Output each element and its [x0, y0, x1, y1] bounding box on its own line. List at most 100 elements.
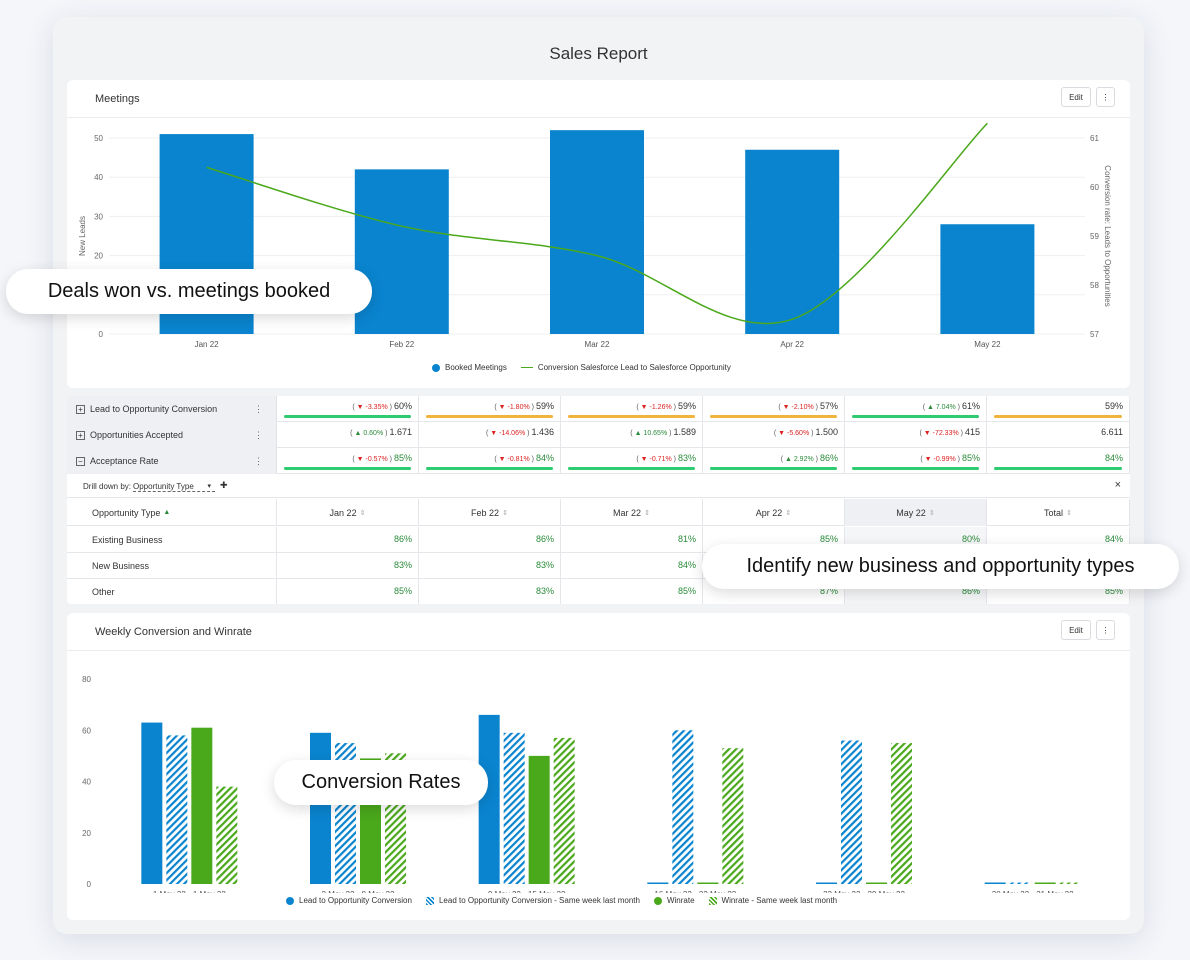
arrow-down-icon: ▼ -5.60% — [778, 430, 810, 437]
table-header-row: Opportunity Type ▲ Jan 22 ⇕ Feb 22 ⇕ Mar 22 ⇕ Ap… — [67, 499, 1130, 526]
chevron-down-icon: ▾ — [207, 483, 211, 490]
table-cell: 86% — [419, 527, 561, 553]
table-cell: 83% — [419, 553, 561, 579]
change-indicator: ( ▼ -1.80% ) — [494, 404, 534, 411]
metric-name-cell[interactable]: − Acceptance Rate ⋮ — [67, 448, 277, 474]
weekly-title: Weekly Conversion and Winrate — [95, 626, 252, 638]
metric-cell: ( ▲ 10.65% ) 1.589 — [561, 422, 703, 448]
arrow-up-icon: ▲ 10.65% — [634, 430, 668, 437]
close-icon[interactable]: × — [1114, 479, 1121, 491]
status-bar — [568, 415, 695, 418]
table-cell: 85% — [703, 527, 845, 553]
value-text: 85% — [393, 453, 412, 463]
metric-row: + Opportunities Accepted ⋮ ( ▲ 0.60% ) 1.671… — [67, 422, 1130, 448]
legend-winrate-last-month[interactable]: Winrate - Same week last month — [708, 896, 837, 905]
more-vertical-icon[interactable]: ⋮ — [254, 456, 263, 466]
meetings-more-button[interactable]: ⋮ — [1096, 87, 1115, 107]
column-header-opportunity-type[interactable]: Opportunity Type ▲ — [67, 499, 277, 526]
cell-value: 85% — [677, 586, 696, 596]
meetings-edit-button[interactable]: Edit — [1061, 87, 1091, 107]
more-vertical-icon[interactable]: ⋮ — [254, 404, 263, 414]
metric-cell: 6.611 — [987, 422, 1130, 448]
value-text: 84% — [535, 453, 554, 463]
meetings-card: Meetings Edit ⋮ 010203040505758596061New… — [67, 80, 1130, 388]
y-tick-label: 30 — [94, 212, 103, 221]
weekly-edit-button[interactable]: Edit — [1061, 620, 1091, 640]
x-tick-label: 23 May 22 - 29 May 22 — [823, 890, 905, 893]
bar-series-3 — [1034, 882, 1056, 884]
sort-icon: ⇕ — [928, 509, 935, 517]
metric-value: ( ▼ -5.60% ) 1.500 — [774, 427, 838, 437]
legend-label: Conversion Salesforce Lead to Salesforce… — [537, 363, 731, 372]
cell-value: 84% — [1104, 534, 1123, 544]
bar-series-4 — [891, 743, 912, 884]
arrow-down-icon: ▼ -72.33% — [923, 430, 959, 437]
legend-lead-conversion-last-month[interactable]: Lead to Opportunity Conversion - Same we… — [425, 896, 640, 905]
cell-value: 86% — [393, 534, 412, 544]
metric-cell: ( ▲ 0.60% ) 1.671 — [277, 422, 419, 448]
column-header-label: Feb 22 — [471, 507, 500, 518]
bar-series-3 — [697, 882, 719, 884]
row-label: New Business — [67, 553, 277, 579]
y-tick-label: 20 — [82, 829, 91, 838]
bar-series-1 — [984, 882, 1006, 884]
metric-name-cell[interactable]: + Opportunities Accepted ⋮ — [67, 422, 277, 448]
change-indicator: ( ▼ -0.81% ) — [494, 456, 534, 463]
arrow-down-icon: ▼ -2.10% — [782, 404, 814, 411]
expand-icon[interactable]: + — [76, 430, 85, 440]
cell-value: 83% — [393, 560, 412, 570]
bar-series-3 — [528, 755, 550, 884]
sort-asc-icon: ▲ — [163, 509, 171, 516]
legend-dot-icon — [286, 896, 294, 905]
status-bar — [284, 415, 411, 418]
metric-name-cell[interactable]: + Lead to Opportunity Conversion ⋮ — [67, 396, 277, 422]
legend-winrate[interactable]: Winrate — [653, 896, 695, 905]
expand-icon[interactable]: + — [76, 404, 85, 414]
table-cell: 85% — [987, 579, 1130, 604]
legend-lead-conversion[interactable]: Lead to Opportunity Conversion — [286, 896, 412, 905]
column-header[interactable]: Jan 22 ⇕ — [277, 499, 419, 526]
collapse-icon[interactable]: − — [76, 456, 85, 466]
legend-conversion-line[interactable]: Conversion Salesforce Lead to Salesforce… — [520, 363, 731, 372]
y-tick-label: 20 — [94, 252, 103, 261]
sort-icon: ⇕ — [644, 509, 650, 517]
metric-name: Acceptance Rate — [90, 456, 159, 466]
cell-value: 85% — [819, 534, 838, 544]
column-header[interactable]: Total ⇕ — [987, 499, 1130, 526]
meetings-title: Meetings — [95, 93, 140, 105]
bar-series-3 — [866, 882, 887, 884]
metric-value: ( ▼ -0.81% ) 84% — [494, 453, 554, 463]
bar-booked-meetings — [940, 224, 1035, 334]
drill-down-select[interactable]: Opportunity Type ▾ — [133, 482, 215, 492]
status-bar — [284, 467, 411, 470]
metric-value: ( ▼ -1.26% ) 59% — [636, 401, 696, 411]
table-cell: 85% — [277, 579, 419, 604]
row-label: Existing Business — [67, 527, 277, 553]
metric-cell: ( ▼ -0.57% ) 85% — [277, 448, 419, 474]
column-header[interactable]: May 22 ⇕ — [845, 499, 987, 526]
column-header[interactable]: Feb 22 ⇕ — [419, 499, 561, 526]
change-indicator: ( ▲ 0.60% ) — [350, 430, 388, 437]
legend-booked-meetings[interactable]: Booked Meetings — [432, 363, 507, 372]
weekly-more-button[interactable]: ⋮ — [1096, 620, 1115, 640]
metric-cell: ( ▼ -0.99% ) 85% — [845, 448, 987, 474]
callout-identify: Identify new business and opportunity ty… — [702, 544, 1179, 589]
sort-icon: ⇕ — [785, 509, 792, 517]
meetings-legend: Booked Meetings Conversion Salesforce Le… — [432, 363, 745, 372]
pin-icon[interactable]: ✚ — [220, 480, 228, 490]
column-header[interactable]: Apr 22 ⇕ — [703, 499, 845, 526]
cell-value: 86% — [961, 586, 980, 596]
cell-value: 84% — [677, 560, 696, 570]
bar-series-1 — [478, 714, 500, 884]
cell-value: 83% — [535, 586, 554, 596]
more-vertical-icon[interactable]: ⋮ — [254, 430, 263, 440]
metric-value: ( ▼ -0.99% ) 85% — [920, 453, 980, 463]
change-indicator: ( ▲ 2.92% ) — [780, 456, 818, 463]
column-header-label: Mar 22 — [613, 507, 642, 518]
table-cell: 84% — [987, 527, 1130, 553]
change-indicator: ( ▲ 7.04% ) — [922, 404, 960, 411]
value-text: 415 — [964, 427, 980, 437]
column-header[interactable]: Mar 22 ⇕ — [561, 499, 703, 526]
status-bar — [568, 467, 695, 470]
status-bar — [426, 467, 553, 470]
